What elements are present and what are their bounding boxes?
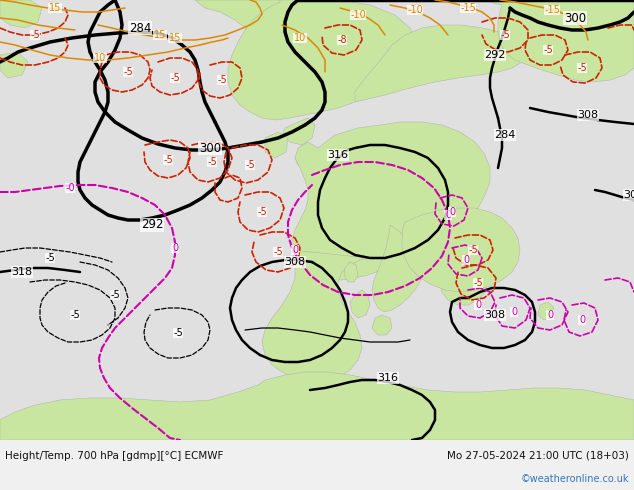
Text: 300: 300 <box>564 11 586 24</box>
Text: -5: -5 <box>30 30 40 40</box>
Polygon shape <box>292 122 490 280</box>
Polygon shape <box>440 262 488 305</box>
Text: ©weatheronline.co.uk: ©weatheronline.co.uk <box>521 474 629 484</box>
Polygon shape <box>282 118 315 145</box>
Text: -5: -5 <box>170 73 180 83</box>
Text: -5: -5 <box>110 290 120 300</box>
Text: -5: -5 <box>257 207 267 217</box>
Polygon shape <box>480 0 634 82</box>
Polygon shape <box>262 250 368 382</box>
Polygon shape <box>402 208 520 292</box>
Text: 0: 0 <box>463 255 469 265</box>
Polygon shape <box>0 52 28 78</box>
Text: -5: -5 <box>468 245 478 255</box>
Text: -10: -10 <box>350 10 366 20</box>
Polygon shape <box>344 262 358 282</box>
Text: 300: 300 <box>199 142 221 154</box>
Text: 318: 318 <box>11 267 32 277</box>
Text: -15: -15 <box>460 3 476 13</box>
Text: 15: 15 <box>49 3 61 13</box>
Polygon shape <box>295 145 320 170</box>
Text: -5: -5 <box>473 278 483 288</box>
Text: 0: 0 <box>292 245 298 255</box>
Text: -5: -5 <box>273 247 283 257</box>
Text: 0: 0 <box>547 310 553 320</box>
Text: 0: 0 <box>172 243 178 253</box>
Text: 15: 15 <box>169 33 181 43</box>
Text: 10: 10 <box>94 53 106 63</box>
Text: -5: -5 <box>163 155 173 165</box>
Text: 0: 0 <box>511 307 517 317</box>
Text: -5: -5 <box>245 160 255 170</box>
Text: 15: 15 <box>154 30 166 40</box>
Text: 308: 308 <box>484 310 505 320</box>
Text: -5: -5 <box>207 157 217 167</box>
Text: Height/Temp. 700 hPa [gdmp][°C] ECMWF: Height/Temp. 700 hPa [gdmp][°C] ECMWF <box>5 451 223 461</box>
Text: 0: 0 <box>449 207 455 217</box>
Polygon shape <box>0 372 634 440</box>
Polygon shape <box>265 132 288 158</box>
Text: -5: -5 <box>543 45 553 55</box>
Polygon shape <box>228 0 418 120</box>
Text: 316: 316 <box>328 150 349 160</box>
Text: -0: -0 <box>65 183 75 193</box>
Text: -8: -8 <box>337 35 347 45</box>
Text: -5: -5 <box>173 328 183 338</box>
Text: -5: -5 <box>45 253 55 263</box>
Text: 0: 0 <box>445 210 451 220</box>
Polygon shape <box>355 25 528 102</box>
Polygon shape <box>538 302 554 320</box>
Text: 10: 10 <box>294 33 306 43</box>
Text: -5: -5 <box>577 63 587 73</box>
Text: -5: -5 <box>123 67 133 77</box>
Text: 0: 0 <box>579 315 585 325</box>
Text: 308: 308 <box>623 190 634 200</box>
Text: 316: 316 <box>377 373 399 383</box>
Text: 284: 284 <box>495 130 515 140</box>
Text: -10: -10 <box>407 5 423 15</box>
Text: Mo 27-05-2024 21:00 UTC (18+03): Mo 27-05-2024 21:00 UTC (18+03) <box>447 451 629 461</box>
Polygon shape <box>350 290 370 318</box>
Polygon shape <box>0 0 42 28</box>
Text: -5: -5 <box>70 310 80 320</box>
Text: 284: 284 <box>129 22 151 34</box>
Text: 292: 292 <box>141 219 163 231</box>
Text: 308: 308 <box>285 257 306 267</box>
Text: -5: -5 <box>500 30 510 40</box>
Text: 308: 308 <box>578 110 598 120</box>
Polygon shape <box>195 0 355 50</box>
Polygon shape <box>372 315 392 335</box>
Text: 292: 292 <box>484 50 506 60</box>
Text: -15: -15 <box>544 5 560 15</box>
Polygon shape <box>372 225 422 312</box>
Text: 0: 0 <box>475 300 481 310</box>
Text: -5: -5 <box>217 75 227 85</box>
